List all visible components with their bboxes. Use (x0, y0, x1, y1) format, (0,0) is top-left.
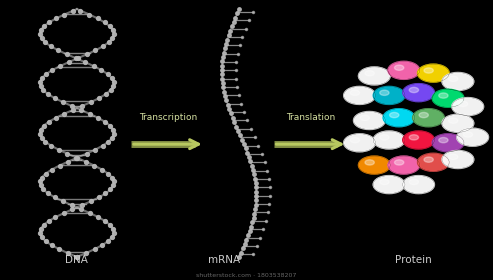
Circle shape (458, 101, 468, 107)
Circle shape (365, 71, 374, 76)
Circle shape (449, 118, 458, 123)
Circle shape (358, 67, 390, 85)
Circle shape (360, 115, 369, 120)
Circle shape (432, 89, 464, 107)
Circle shape (350, 90, 359, 95)
Text: Translation: Translation (286, 113, 335, 122)
Text: Protein: Protein (395, 255, 432, 265)
Circle shape (439, 137, 448, 143)
Circle shape (409, 179, 419, 185)
Circle shape (373, 87, 405, 104)
Circle shape (388, 156, 420, 174)
Circle shape (373, 131, 405, 149)
Circle shape (409, 87, 419, 93)
Circle shape (373, 176, 405, 193)
Circle shape (442, 151, 474, 169)
Text: Transcription: Transcription (139, 113, 197, 122)
Circle shape (419, 112, 428, 118)
Circle shape (442, 73, 474, 90)
Circle shape (418, 153, 449, 171)
Circle shape (344, 134, 376, 152)
Circle shape (380, 135, 389, 140)
Circle shape (353, 111, 386, 129)
Circle shape (394, 65, 404, 70)
Circle shape (418, 64, 449, 82)
Circle shape (380, 179, 389, 185)
Circle shape (442, 114, 474, 132)
Circle shape (449, 76, 458, 81)
Circle shape (403, 131, 434, 149)
Circle shape (463, 132, 473, 137)
Circle shape (424, 68, 433, 73)
Text: DNA: DNA (66, 255, 88, 265)
Circle shape (365, 160, 374, 165)
Circle shape (432, 134, 464, 152)
Circle shape (389, 112, 399, 118)
Circle shape (394, 160, 404, 165)
Circle shape (452, 97, 484, 116)
Text: mRNA: mRNA (209, 255, 241, 265)
Circle shape (380, 90, 389, 95)
Circle shape (413, 109, 444, 127)
Circle shape (358, 156, 390, 174)
Circle shape (344, 87, 376, 104)
Circle shape (449, 154, 458, 160)
Text: shutterstock.com · 1803538207: shutterstock.com · 1803538207 (196, 273, 297, 278)
Circle shape (388, 61, 420, 79)
Circle shape (457, 128, 489, 146)
Circle shape (350, 137, 359, 143)
Circle shape (403, 176, 434, 193)
Circle shape (439, 93, 448, 98)
Circle shape (383, 109, 415, 127)
Circle shape (424, 157, 433, 162)
Circle shape (403, 84, 434, 102)
Circle shape (409, 135, 419, 140)
